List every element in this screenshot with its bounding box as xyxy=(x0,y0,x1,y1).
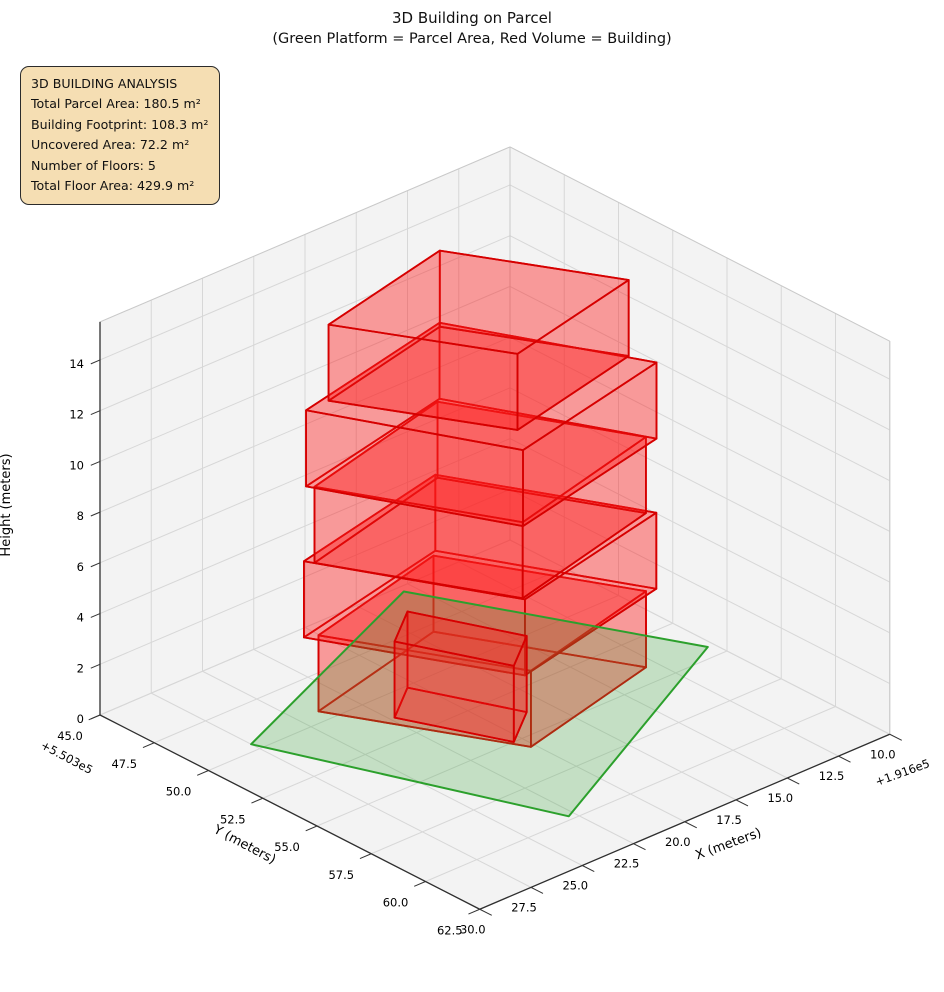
chart-title: 3D Building on Parcel xyxy=(392,9,552,27)
x-tick-label: 12.5 xyxy=(819,769,845,783)
chart-subtitle: (Green Platform = Parcel Area, Red Volum… xyxy=(272,30,672,47)
x-tick-label: 30.0 xyxy=(460,922,486,936)
parcel-platform xyxy=(250,590,709,818)
building-floor-5 xyxy=(327,249,630,431)
z-axis-label: Height (meters) xyxy=(0,453,14,556)
z-tick-label: 14 xyxy=(69,357,84,371)
y-tick-label: 57.5 xyxy=(328,868,354,882)
y-axis-label: Y (meters) xyxy=(210,822,278,868)
building-floor-4 xyxy=(305,321,658,527)
tick-marks-and-labels: 10.0 12.5 15.0 17.5 20.0 22.5 25.0 27.5 30.0 45.0… xyxy=(57,357,902,937)
info-line-floors: Number of Floors: 5 xyxy=(31,157,156,173)
y-tick-label: 45.0 xyxy=(57,729,83,743)
title-block: 3D Building on Parcel (Green Platform = … xyxy=(0,8,944,49)
x-axis-label: X (meters) xyxy=(694,826,764,864)
info-line-footprint: Building Footprint: 108.3 m² xyxy=(31,116,209,132)
x-tick-label: 15.0 xyxy=(767,791,793,805)
x-tick-label: 10.0 xyxy=(870,747,896,761)
y-tick-label: 47.5 xyxy=(111,757,137,771)
x-tick-label: 27.5 xyxy=(511,900,537,914)
info-line-uncovered: Uncovered Area: 72.2 m² xyxy=(31,137,190,153)
analysis-info-box: 3D BUILDING ANALYSIS Total Parcel Area: … xyxy=(20,66,221,206)
z-tick-label: 2 xyxy=(77,661,84,675)
info-box-heading: 3D BUILDING ANALYSIS xyxy=(31,76,178,91)
x-tick-label: 20.0 xyxy=(665,835,691,849)
z-tick-label: 10 xyxy=(69,458,84,472)
z-tick-label: 6 xyxy=(77,560,84,574)
z-tick-label: 8 xyxy=(77,509,84,523)
building-floor-3 xyxy=(313,400,647,600)
y-tick-label: 55.0 xyxy=(274,840,300,854)
z-tick-label: 12 xyxy=(69,408,84,422)
x-tick-label: 17.5 xyxy=(716,813,742,827)
info-line-parcel-area: Total Parcel Area: 180.5 m² xyxy=(31,96,201,112)
grid-lines xyxy=(99,146,891,910)
z-tick-label: 4 xyxy=(77,611,84,625)
y-tick-label: 60.0 xyxy=(383,896,409,910)
info-line-floor-area: Total Floor Area: 429.9 m² xyxy=(31,177,195,193)
y-tick-label: 52.5 xyxy=(220,812,246,826)
y-tick-label: 50.0 xyxy=(166,785,192,799)
y-tick-label: 62.5 xyxy=(437,923,463,937)
z-tick-label: 0 xyxy=(77,712,84,726)
x-tick-label: 22.5 xyxy=(614,857,640,871)
y-axis-offset-text: +5.503e5 xyxy=(38,738,95,777)
building-floor-2 xyxy=(302,473,658,677)
building-annex-block xyxy=(393,610,528,743)
x-tick-label: 25.0 xyxy=(562,879,588,893)
